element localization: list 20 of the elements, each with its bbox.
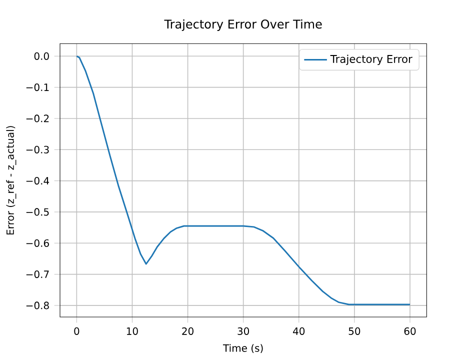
x-tick-label: 20 xyxy=(182,327,194,335)
chart-title: Trajectory Error Over Time xyxy=(164,19,322,31)
x-axis-title: Time (s) xyxy=(222,344,263,353)
x-tick-label: 10 xyxy=(126,327,138,335)
y-tick-label: −0.8 xyxy=(26,301,49,310)
y-tick-label: −0.2 xyxy=(26,114,49,122)
x-tick-label: 30 xyxy=(238,327,250,335)
x-tick-label: 60 xyxy=(404,327,416,335)
y-tick-label: −0.3 xyxy=(26,146,49,154)
y-tick-label: −0.6 xyxy=(26,239,49,247)
x-tick-label: 0 xyxy=(74,327,80,335)
x-tick-label: 50 xyxy=(348,327,360,335)
y-tick-label: −0.7 xyxy=(26,270,49,278)
y-tick-label: −0.5 xyxy=(26,208,49,216)
y-tick-label: −0.1 xyxy=(26,83,49,91)
y-tick-label: −0.4 xyxy=(26,176,50,184)
y-axis-title: Error (z_ref - z_actual) xyxy=(6,126,16,234)
legend-label: Trajectory Error xyxy=(330,54,412,65)
x-tick-label: 40 xyxy=(293,327,305,335)
y-tick-label: 0.0 xyxy=(34,52,49,60)
